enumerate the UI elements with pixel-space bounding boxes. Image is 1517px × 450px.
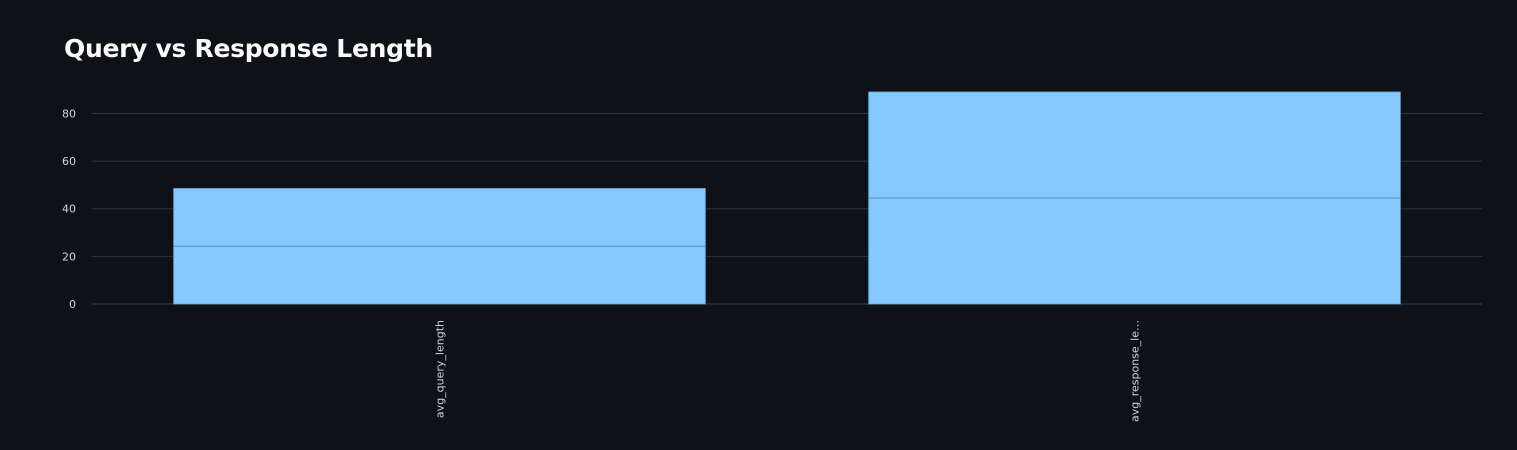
x-tick-label: avg_query_length xyxy=(434,320,447,418)
y-tick-label: 40 xyxy=(62,203,76,216)
chart-title: Query vs Response Length xyxy=(64,34,433,63)
y-tick-label: 80 xyxy=(62,107,76,120)
y-tick-label: 60 xyxy=(62,155,76,168)
y-tick-label: 0 xyxy=(69,298,76,311)
y-tick-label: 20 xyxy=(62,250,76,263)
x-tick-label: avg_response_le… xyxy=(1129,320,1142,422)
